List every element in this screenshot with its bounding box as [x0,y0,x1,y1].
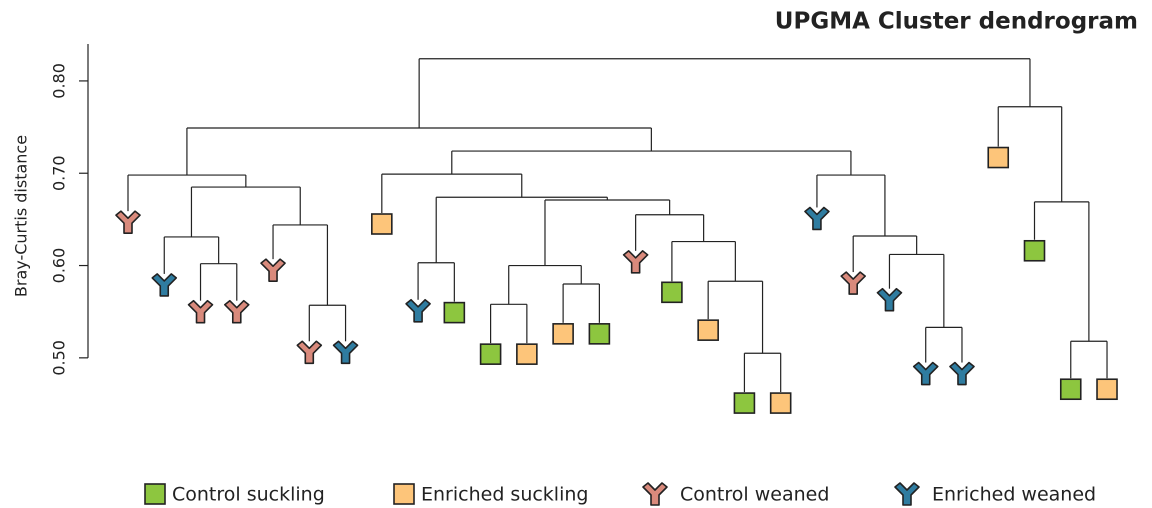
leaf-marker [622,250,649,274]
leaf-marker [876,287,903,312]
leaf-marker [949,361,975,386]
leaf-marker [588,323,611,345]
leaf-marker [733,392,756,414]
leaf-marker [151,273,178,297]
leaf-marker [987,146,1010,169]
leaf-marker [912,361,939,386]
legend-marker [642,482,668,506]
leaf-marker [187,299,214,324]
y-tick-label: 0.60 [50,248,69,284]
leaf-marker [332,340,359,365]
legend-label: Control weaned [680,484,829,506]
leaf-marker [697,319,719,341]
leaf-marker [443,301,466,324]
leaf-marker [371,213,393,235]
legend-marker [393,483,415,505]
leaf-marker [661,281,683,304]
leaf-marker [804,206,830,231]
y-tick-label: 0.80 [50,63,69,99]
legend-label: Enriched weaned [932,484,1096,506]
leaf-marker [296,340,323,365]
leaf-marker [552,323,574,345]
leaf-marker [516,343,538,365]
legend-marker [144,483,166,505]
leaf-marker [769,392,792,414]
legend-label: Enriched suckling [421,484,588,506]
leaf-marker [405,298,431,323]
leaf-marker [1023,239,1046,262]
y-axis-label: Bray-Curtis distance [12,135,31,297]
y-tick-label: 0.70 [50,155,69,191]
leaf-marker [223,299,250,324]
y-tick-label: 0.50 [50,340,69,376]
leaf-marker [1096,378,1118,401]
leaf-marker [260,258,286,282]
leaf-marker [1059,378,1082,401]
chart-title: UPGMA Cluster dendrogram [775,9,1138,35]
leaf-marker [479,343,502,365]
leaf-marker [840,271,867,295]
legend-marker [894,482,920,506]
legend-label: Control suckling [172,484,325,506]
leaf-marker [115,210,141,234]
